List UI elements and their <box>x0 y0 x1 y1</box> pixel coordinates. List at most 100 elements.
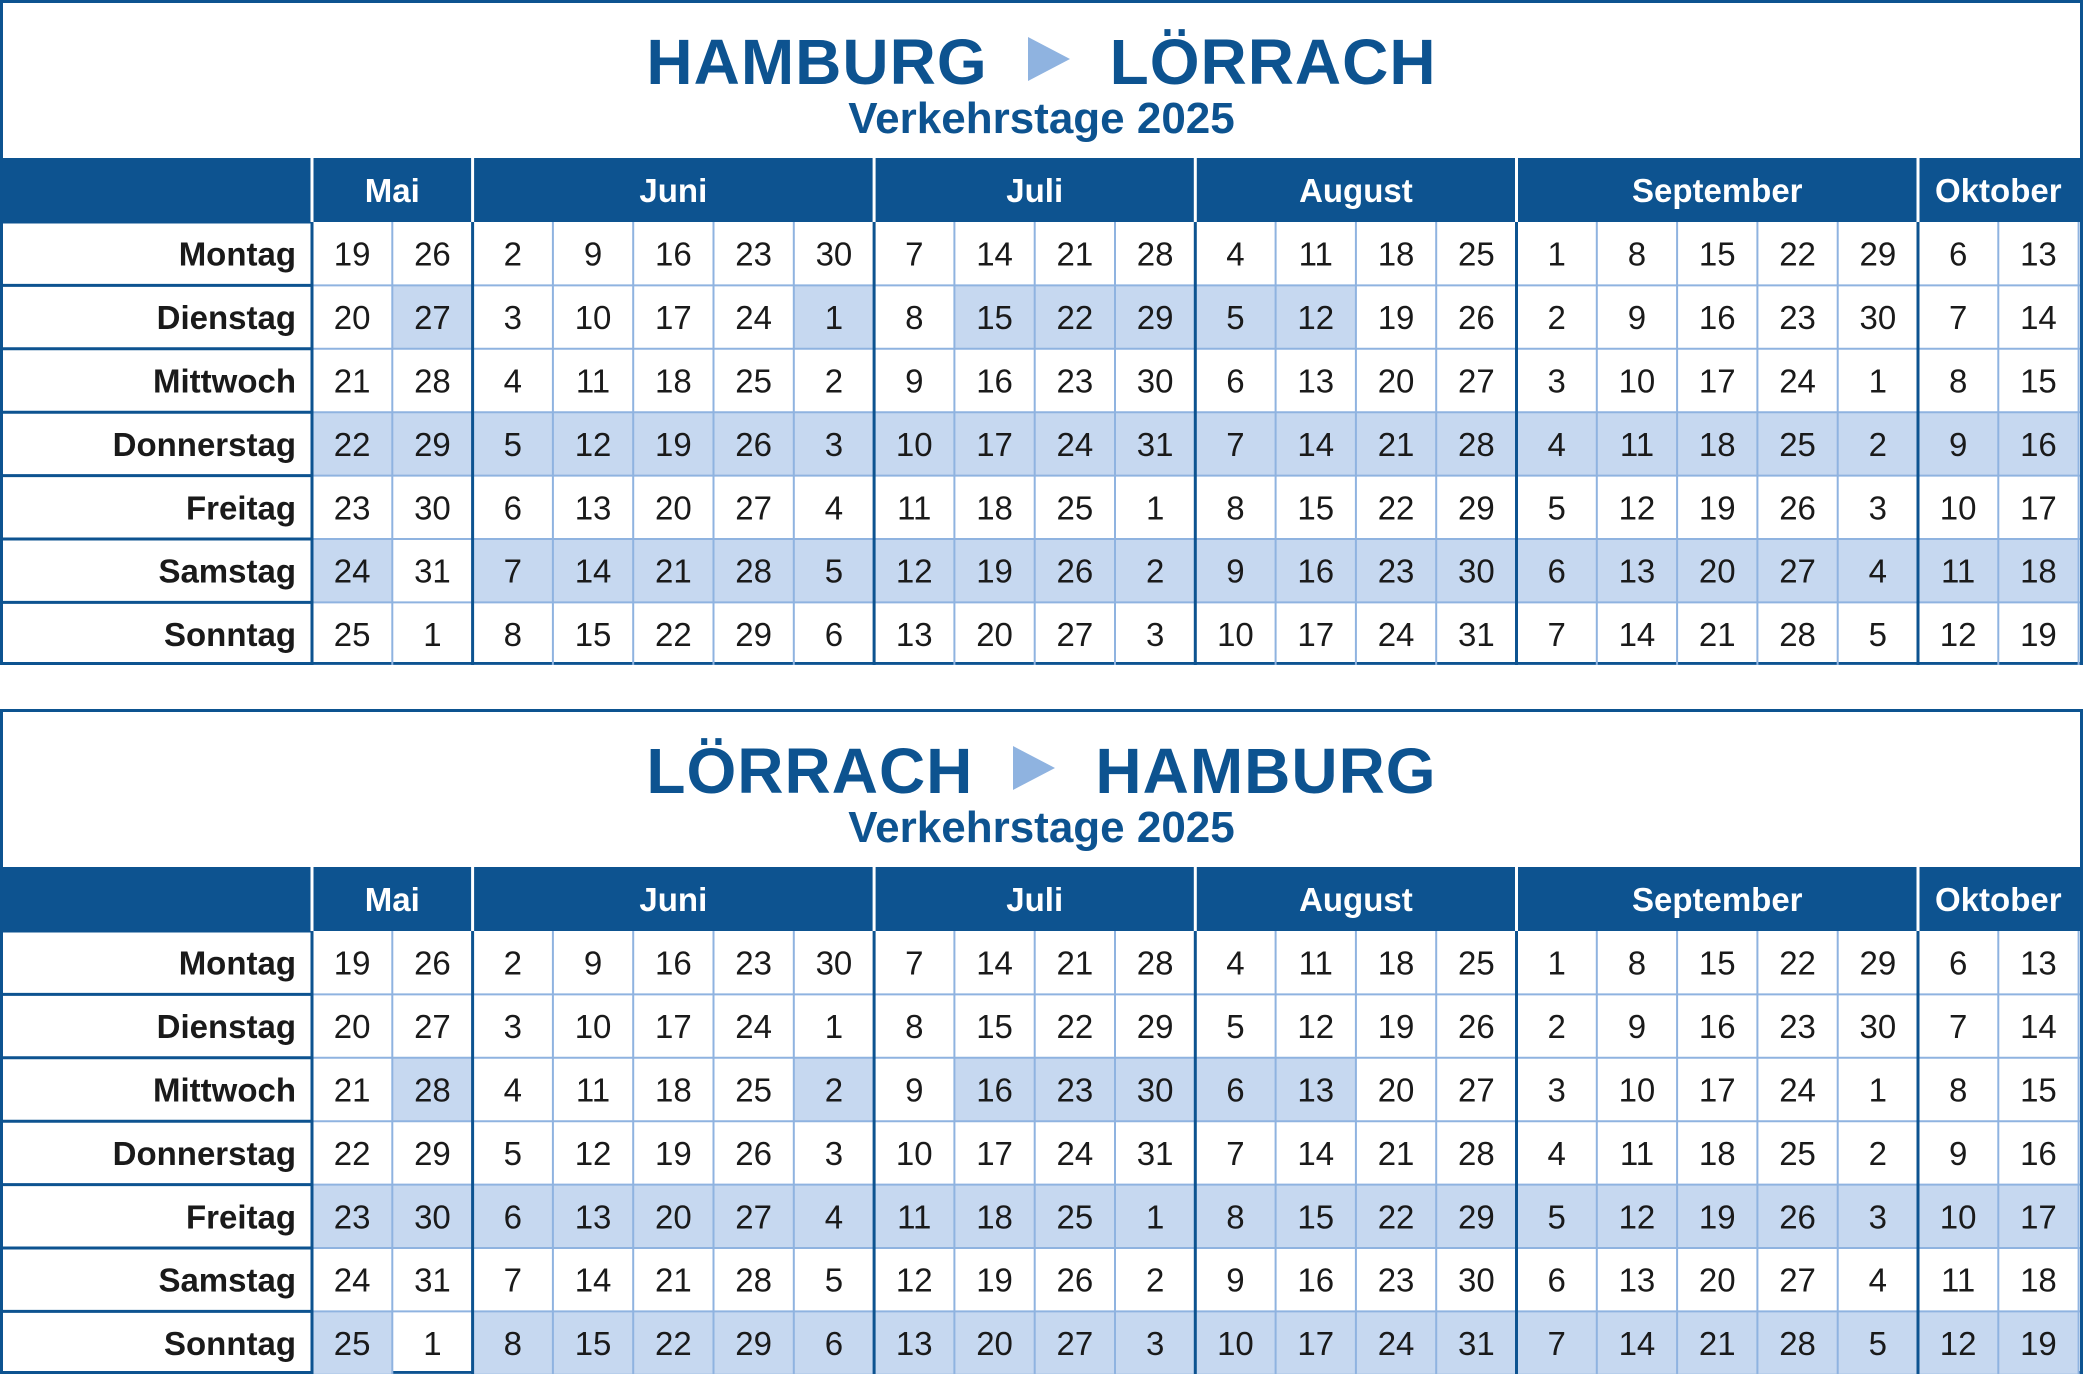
day-number: 22 <box>334 1135 371 1172</box>
day-number: 1 <box>1547 236 1565 273</box>
operating-day-cell <box>472 412 553 476</box>
operating-day-cell <box>472 1184 553 1248</box>
day-number: 23 <box>1779 1008 1816 1045</box>
day-number: 12 <box>896 1262 933 1299</box>
day-number: 26 <box>1056 553 1093 590</box>
day-number: 15 <box>575 616 612 653</box>
day-number: 19 <box>976 1262 1013 1299</box>
operating-day-cell <box>1275 285 1356 349</box>
day-number: 8 <box>905 299 923 336</box>
day-number: 28 <box>735 1262 772 1299</box>
operating-day-cell <box>1115 1184 1196 1248</box>
day-number: 16 <box>1699 299 1736 336</box>
day-number: 4 <box>1226 236 1244 273</box>
operating-day-cell <box>392 412 473 476</box>
day-number: 11 <box>897 489 931 526</box>
operating-day-cell <box>1115 1311 1196 1374</box>
day-number: 21 <box>1056 945 1093 982</box>
day-number: 11 <box>1620 426 1654 463</box>
route-subtitle: Verkehrstage 2025 <box>848 803 1235 852</box>
day-number: 25 <box>1779 1135 1816 1172</box>
day-number: 2 <box>1146 1262 1164 1299</box>
operating-day-cell <box>1918 1311 1999 1374</box>
day-number: 13 <box>1297 1072 1334 1109</box>
day-number: 31 <box>1137 1135 1174 1172</box>
operating-day-cell <box>312 412 393 476</box>
route-subtitle: Verkehrstage 2025 <box>848 94 1235 143</box>
day-number: 1 <box>1547 945 1565 982</box>
day-number: 17 <box>1699 1072 1736 1109</box>
day-number: 18 <box>2020 553 2057 590</box>
day-number: 15 <box>1699 945 1736 982</box>
day-number: 17 <box>976 426 1013 463</box>
operating-day-cell <box>1195 1057 1276 1122</box>
day-number: 8 <box>504 616 522 653</box>
weekday-label: Mittwoch <box>153 1072 296 1109</box>
day-number: 10 <box>1619 1072 1656 1109</box>
weekday-label: Donnerstag <box>113 426 296 463</box>
day-number: 31 <box>1458 616 1495 653</box>
day-number: 23 <box>334 489 371 526</box>
day-number: 28 <box>1458 426 1495 463</box>
day-number: 24 <box>1056 1135 1093 1172</box>
day-number: 17 <box>655 299 692 336</box>
calendar-grid: Mai Juni Juli August September Oktober Montag D… <box>3 867 2080 1374</box>
day-number: 26 <box>735 1135 772 1172</box>
day-number: 30 <box>1458 1262 1495 1299</box>
day-number: 9 <box>905 1072 923 1109</box>
day-number: 24 <box>334 1262 371 1299</box>
operating-day-cell <box>954 1311 1035 1374</box>
day-number: 25 <box>1056 1198 1093 1235</box>
day-number: 2 <box>1547 299 1565 336</box>
day-number: 22 <box>655 1325 692 1362</box>
operating-day-cell <box>1677 1311 1758 1374</box>
direction-arrow-icon <box>1027 37 1070 82</box>
day-number: 19 <box>1699 1198 1736 1235</box>
weekday-label: Samstag <box>158 1262 296 1299</box>
weekday-label: Sonntag <box>164 616 296 653</box>
day-number: 6 <box>1547 1262 1565 1299</box>
day-number: 3 <box>504 1008 522 1045</box>
day-number: 5 <box>504 426 522 463</box>
operating-day-cell <box>954 412 1035 476</box>
day-number: 12 <box>1619 489 1656 526</box>
day-number: 23 <box>735 945 772 982</box>
day-number: 3 <box>825 1135 843 1172</box>
operating-day-cell <box>1275 1311 1356 1374</box>
day-number: 28 <box>1779 1325 1816 1362</box>
day-number: 22 <box>1779 945 1816 982</box>
operating-day-cell <box>713 1184 794 1248</box>
day-number: 10 <box>1619 363 1656 400</box>
day-number: 4 <box>1547 426 1565 463</box>
day-number: 8 <box>1226 1198 1244 1235</box>
day-number: 1 <box>825 299 843 336</box>
day-number: 9 <box>1628 1008 1646 1045</box>
day-number: 11 <box>1941 1262 1975 1299</box>
day-number: 22 <box>1056 1008 1093 1045</box>
operating-day-cell <box>1436 1311 1517 1374</box>
day-number: 2 <box>825 363 843 400</box>
operating-day-cell <box>1596 1311 1678 1374</box>
day-number: 30 <box>414 1198 451 1235</box>
weekday-label: Sonntag <box>164 1325 296 1362</box>
day-number: 25 <box>334 616 371 653</box>
day-number: 7 <box>1949 299 1967 336</box>
operating-day-cell <box>472 1311 553 1374</box>
operating-day-cell <box>1034 1311 1115 1374</box>
day-number: 1 <box>423 616 441 653</box>
day-number: 11 <box>1620 1135 1654 1172</box>
day-number: 4 <box>504 1072 522 1109</box>
day-number: 6 <box>1226 1072 1244 1109</box>
operating-day-cell <box>1998 539 2079 603</box>
day-number: 20 <box>1699 1262 1736 1299</box>
day-number: 13 <box>1297 363 1334 400</box>
day-number: 20 <box>334 299 371 336</box>
day-number: 15 <box>575 1325 612 1362</box>
month-label: Juli <box>1006 172 1063 209</box>
day-number: 27 <box>1056 1325 1093 1362</box>
operating-day-cell <box>1757 1311 1838 1374</box>
day-number: 3 <box>1547 1072 1565 1109</box>
day-number: 4 <box>825 1198 843 1235</box>
timetable-header: HAMBURG LÖRRACH Verkehrstage 2025 <box>3 3 2080 158</box>
day-number: 16 <box>655 236 692 273</box>
